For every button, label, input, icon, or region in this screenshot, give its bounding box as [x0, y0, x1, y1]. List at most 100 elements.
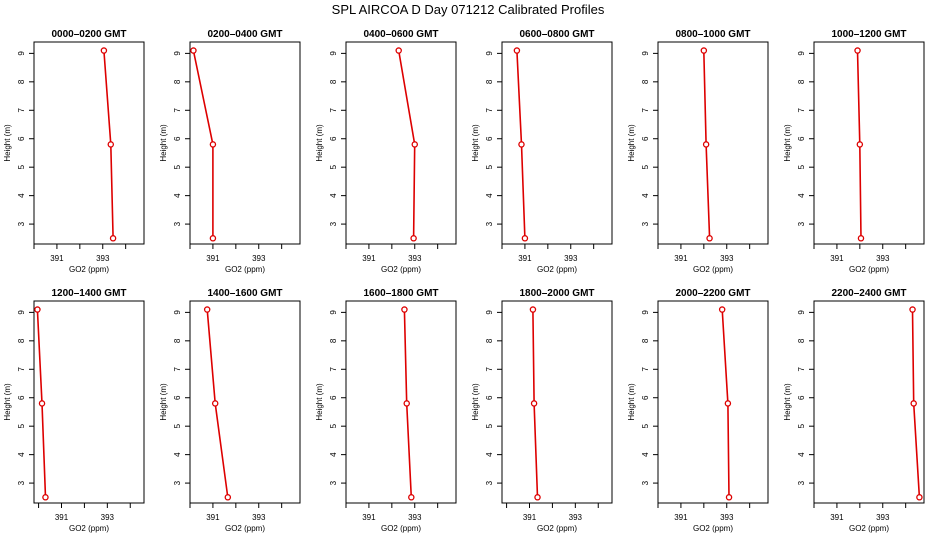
profile-panel: 0800–1000 GMT 3 4 5 6 7 8 9 Height (m) 391 393 GO2 … — [627, 29, 769, 274]
x-tick-label: 393 — [101, 513, 115, 522]
y-tick-label: 6 — [17, 395, 26, 400]
profile-point — [857, 235, 865, 242]
y-tick-label: 9 — [17, 310, 26, 315]
y-tick-label: 3 — [17, 480, 26, 485]
y-axis-label: Height (m) — [783, 383, 792, 421]
y-tick-label: 8 — [797, 338, 806, 343]
y-tick-label: 4 — [329, 452, 338, 457]
plot-frame — [345, 41, 457, 245]
plot-frame — [189, 300, 301, 504]
y-tick-label: 7 — [485, 108, 494, 113]
y-tick-label: 5 — [173, 164, 182, 169]
y-tick-label: 4 — [17, 452, 26, 457]
y-tick-label: 5 — [173, 423, 182, 428]
x-tick-label: 391 — [362, 513, 376, 522]
y-tick-label: 4 — [17, 193, 26, 198]
panel-title: 1000–1200 GMT — [831, 29, 906, 40]
profile-point — [513, 47, 521, 54]
y-axis-label: Height (m) — [627, 383, 636, 421]
profile-panel: 0400–0600 GMT 3 4 5 6 7 8 9 Height (m) 391 393 GO2 … — [315, 29, 457, 274]
y-axis-label: Height (m) — [315, 383, 324, 421]
panel-title: 2000–2200 GMT — [675, 288, 750, 299]
profile-panel: 1800–2000 GMT 3 4 5 6 7 8 9 Height (m) 391 393 GO2 … — [471, 288, 613, 533]
profile-point — [700, 47, 708, 54]
x-axis-label: GO2 (ppm) — [849, 265, 889, 274]
x-tick-label: 393 — [720, 254, 734, 263]
y-tick-label: 5 — [797, 423, 806, 428]
y-tick-label: 8 — [17, 79, 26, 84]
y-tick-label: 7 — [797, 367, 806, 372]
y-tick-label: 8 — [17, 338, 26, 343]
y-tick-label: 7 — [641, 108, 650, 113]
y-tick-label: 4 — [173, 452, 182, 457]
y-axis-label: Height (m) — [3, 383, 12, 421]
profile-panel: 1000–1200 GMT 3 4 5 6 7 8 9 Height (m) 391 393 GO2 … — [783, 29, 925, 274]
y-tick-label: 7 — [485, 367, 494, 372]
plot-frame — [813, 41, 925, 245]
y-tick-label: 6 — [173, 395, 182, 400]
profile-point — [34, 306, 41, 313]
x-tick-label: 393 — [876, 513, 890, 522]
y-tick-label: 5 — [641, 164, 650, 169]
y-tick-label: 8 — [797, 79, 806, 84]
x-tick-label: 393 — [252, 254, 266, 263]
y-tick-label: 7 — [329, 367, 338, 372]
y-tick-label: 6 — [329, 136, 338, 141]
y-tick-label: 8 — [641, 79, 650, 84]
x-axis-label: GO2 (ppm) — [225, 524, 265, 533]
x-axis-label: GO2 (ppm) — [693, 524, 733, 533]
profile-point — [702, 141, 710, 148]
y-tick-label: 9 — [329, 310, 338, 315]
profile-panel: 2000–2200 GMT 3 4 5 6 7 8 9 Height (m) 391 393 GO2 … — [627, 288, 769, 533]
y-tick-label: 9 — [797, 51, 806, 56]
y-tick-label: 3 — [173, 221, 182, 226]
y-tick-label: 7 — [641, 367, 650, 372]
profile-point — [916, 494, 923, 501]
profile-point — [518, 141, 525, 148]
figure-title: SPL AIRCOA D Day 071212 Calibrated Profi… — [332, 2, 605, 17]
y-tick-label: 4 — [329, 193, 338, 198]
plot-frame — [657, 300, 769, 504]
y-tick-label: 5 — [329, 164, 338, 169]
y-tick-label: 3 — [17, 221, 26, 226]
y-tick-label: 3 — [797, 221, 806, 226]
profile-point — [856, 141, 864, 148]
y-axis-label: Height (m) — [783, 124, 792, 162]
y-tick-label: 8 — [329, 338, 338, 343]
x-tick-label: 391 — [206, 513, 220, 522]
panel-title: 0600–0800 GMT — [519, 29, 594, 40]
y-tick-label: 9 — [485, 310, 494, 315]
x-tick-label: 393 — [96, 254, 110, 263]
y-tick-label: 3 — [641, 480, 650, 485]
profile-panel: 1400–1600 GMT 3 4 5 6 7 8 9 Height (m) 391 393 GO2 … — [159, 288, 301, 533]
x-tick-label: 391 — [674, 254, 688, 263]
panel-title: 0200–0400 GMT — [207, 29, 282, 40]
profile-panel: 0600–0800 GMT 3 4 5 6 7 8 9 Height (m) 391 393 GO2 … — [471, 29, 613, 274]
x-tick-label: 393 — [569, 513, 583, 522]
x-axis-label: GO2 (ppm) — [225, 265, 265, 274]
profile-point — [38, 400, 46, 407]
profile-panel: 0200–0400 GMT 3 4 5 6 7 8 9 Height (m) 391 393 GO2 … — [159, 29, 301, 274]
y-tick-label: 4 — [485, 193, 494, 198]
profile-point — [224, 494, 232, 501]
y-axis-label: Height (m) — [627, 124, 636, 162]
profile-point — [100, 47, 108, 54]
x-axis-label: GO2 (ppm) — [69, 265, 109, 274]
panel-title: 1800–2000 GMT — [519, 288, 594, 299]
profile-point — [534, 494, 541, 501]
y-tick-label: 8 — [173, 79, 182, 84]
y-tick-label: 9 — [329, 51, 338, 56]
y-axis-label: Height (m) — [471, 383, 480, 421]
x-tick-label: 391 — [830, 513, 844, 522]
profile-point — [725, 494, 733, 501]
plot-frame — [501, 300, 613, 504]
y-tick-label: 9 — [173, 51, 182, 56]
profile-point — [211, 400, 219, 407]
y-tick-label: 3 — [485, 480, 494, 485]
y-tick-label: 6 — [17, 136, 26, 141]
plot-frame — [189, 41, 301, 245]
y-tick-label: 4 — [641, 452, 650, 457]
profile-point — [411, 141, 418, 148]
x-axis-label: GO2 (ppm) — [537, 265, 577, 274]
profile-point — [209, 141, 217, 148]
